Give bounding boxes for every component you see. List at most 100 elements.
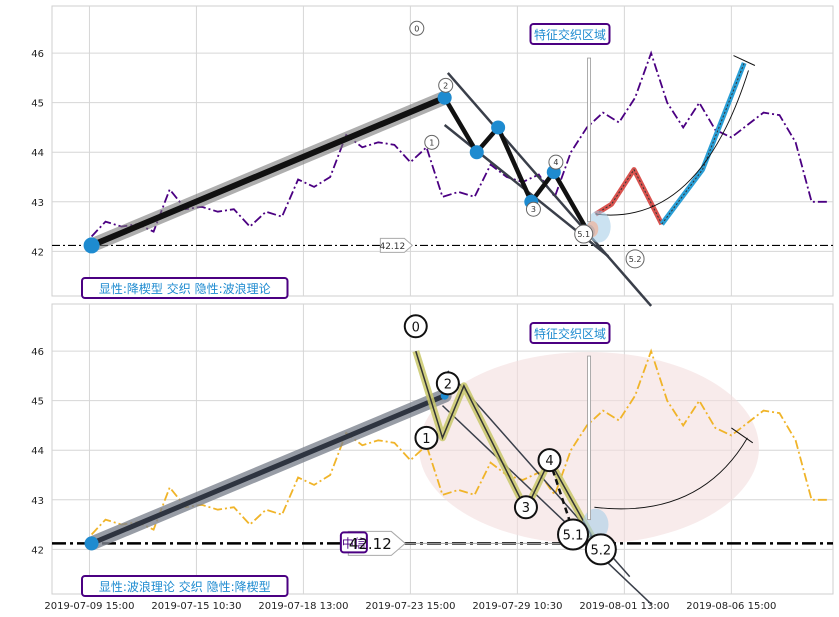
wave-label: 4 [548, 154, 564, 170]
wave-label: 1 [414, 425, 439, 450]
projection-arc [595, 70, 749, 216]
wave-label-ring [557, 518, 590, 551]
wave-label: 5.1 [557, 518, 590, 551]
y-tick-label: 43 [31, 496, 44, 507]
level-prefix-text: 中信 [342, 535, 366, 550]
wave-label-ring [525, 201, 541, 217]
wave-label: 4 [537, 448, 562, 473]
projection-red-dots [595, 168, 663, 225]
label-box-frame [81, 575, 289, 597]
level-value-label: 42.12 [349, 535, 392, 553]
wave-label-text: 5.1 [563, 529, 584, 544]
wave-label-ring [584, 533, 617, 566]
wave-label-text: 5.2 [629, 255, 642, 264]
wave-label: 3 [525, 201, 541, 217]
wave-point-marker [437, 90, 452, 105]
y-tick-label: 42 [31, 247, 44, 258]
wave-label: 2 [438, 77, 454, 93]
wave-label-text: 2 [444, 377, 452, 392]
wave-path [415, 350, 593, 538]
trend-line [88, 94, 448, 249]
label-box-frame [81, 277, 289, 299]
focus-marker-bar [587, 355, 591, 521]
wave-label-ring [574, 224, 594, 244]
wave-label-ring [435, 371, 460, 396]
wave-label: 5.1 [574, 224, 594, 244]
y-tick-label: 43 [31, 198, 44, 209]
wave-label-ring [424, 134, 440, 150]
y-tick-label: 46 [31, 49, 44, 60]
y-tick-label: 45 [31, 397, 44, 408]
x-tick-label: 2019-07-09 15:00 [44, 601, 134, 612]
projection-end-cap [731, 427, 754, 444]
wave-label-text: 0 [414, 24, 419, 33]
wave-label: 3 [513, 495, 538, 520]
wave-label-ring [513, 495, 538, 520]
y-tick-label: 44 [31, 446, 44, 457]
wave-label-ring [625, 249, 645, 269]
x-tick-label: 2019-07-23 15:00 [365, 601, 455, 612]
wave-label-text: 4 [553, 158, 558, 167]
wave-label-ring [403, 314, 428, 339]
level-arrow-tag [379, 237, 414, 253]
plot-area [51, 5, 834, 297]
x-tick-label: 2019-07-18 13:00 [258, 601, 348, 612]
region-label-box: 特征交织区域 [529, 322, 611, 344]
wave-zigzag [442, 96, 590, 233]
wave-label-text: 3 [522, 501, 530, 516]
y-tick-label: 44 [31, 148, 44, 159]
trend-line [89, 393, 448, 546]
wave-label-ring [414, 425, 439, 450]
x-tick-label: 2019-08-01 13:00 [579, 601, 669, 612]
label-box-text: 特征交织区域 [534, 27, 606, 42]
y-tick-label: 42 [31, 545, 44, 556]
channel-lower-line [441, 405, 652, 605]
wave-label: 2 [435, 371, 460, 396]
projection-arc [594, 437, 748, 510]
wave-label-text: 5.1 [577, 230, 590, 239]
price-series-line [90, 50, 828, 238]
label-box-text: 显性:波浪理论 交织 隐性:降楔型 [99, 579, 271, 594]
wave-label-ring [548, 154, 564, 170]
wave-label: 1 [424, 134, 440, 150]
wave-label-text: 5.2 [590, 543, 611, 558]
projection-blue-dots [661, 62, 745, 225]
x-tick-label: 2019-07-15 10:30 [151, 601, 241, 612]
wave-label-text: 3 [531, 205, 536, 214]
panel-label-box: 显性:降楔型 交织 隐性:波浪理论 [81, 277, 289, 299]
top-chart-content: 42.12 [52, 50, 833, 307]
wave-point-marker [491, 120, 506, 135]
x-tick-label: 2019-08-06 15:00 [686, 601, 776, 612]
label-box-frame [529, 23, 611, 45]
region-label-box: 特征交织区域 [529, 23, 611, 45]
price-series-line [90, 348, 828, 536]
wave-label: 5.2 [584, 533, 617, 566]
level-value-label: 42.12 [379, 242, 405, 252]
label-box-text: 显性:降楔型 交织 隐性:波浪理论 [99, 281, 271, 296]
wave-label: 0 [403, 314, 428, 339]
label-box-frame [529, 322, 611, 344]
label-box-text: 特征交织区域 [534, 326, 606, 341]
y-tick-label: 46 [31, 347, 44, 358]
wave-point-marker [469, 145, 484, 160]
wave-label: 0 [409, 20, 425, 36]
wave-label-text: 0 [412, 320, 420, 335]
wave-point-marker [83, 237, 100, 254]
focus-marker-bar [587, 57, 591, 223]
wave-label: 5.2 [625, 249, 645, 269]
wave-label-text: 1 [422, 432, 430, 447]
x-tick-label: 2019-07-29 10:30 [472, 601, 562, 612]
wave-label-text: 2 [443, 81, 448, 90]
projection-end-cap [733, 55, 756, 66]
channel-upper-line [446, 72, 653, 307]
level-prefix-box [339, 531, 368, 554]
panel-label-box: 显性:波浪理论 交织 隐性:降楔型 [81, 575, 289, 597]
y-tick-label: 45 [31, 99, 44, 110]
wave-label-text: 1 [429, 138, 434, 147]
start-marker [84, 536, 99, 551]
wave-label-ring [537, 448, 562, 473]
